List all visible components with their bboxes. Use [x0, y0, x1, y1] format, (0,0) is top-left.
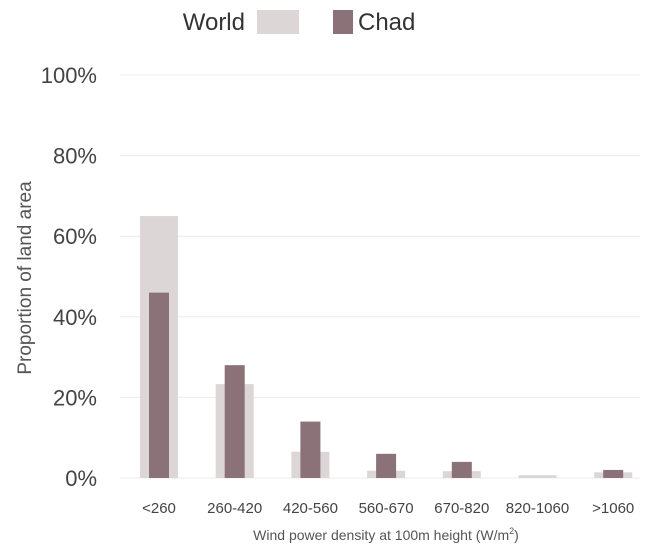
y-axis-ticks: 0% 20% 40% 60% 80% 100% [41, 63, 97, 491]
y-tick-label: 80% [53, 144, 97, 169]
x-tick-label: 560-670 [359, 500, 414, 517]
x-tick-label: 260-420 [207, 500, 262, 517]
x-axis-label-main: Wind power density at 100m height (W/m [253, 527, 509, 543]
bar-world [518, 475, 557, 478]
y-tick-label: 100% [41, 63, 97, 88]
bar-chad [300, 421, 321, 478]
y-tick-label: 60% [53, 224, 97, 249]
x-tick-label: 670-820 [434, 500, 489, 517]
y-tick-label: 40% [53, 305, 97, 330]
bar-chad [224, 365, 245, 478]
x-axis-label-end: ) [514, 527, 519, 543]
legend-swatch-world [257, 10, 299, 34]
x-tick-label: 420-560 [283, 500, 338, 517]
legend: World Chad [183, 9, 416, 36]
x-axis-label: Wind power density at 100m height (W/m2) [253, 526, 519, 543]
x-tick-label: <260 [142, 500, 176, 517]
y-tick-label: 20% [53, 385, 97, 410]
legend-swatch-chad [333, 10, 353, 34]
legend-label-chad: Chad [358, 9, 415, 36]
x-axis-ticks: <260 260-420 420-560 560-670 670-820 820-1060… [142, 500, 634, 517]
bar-chad [603, 469, 624, 478]
bar-chad [451, 461, 472, 478]
x-tick-label: >1060 [592, 500, 634, 517]
bar-chad [149, 292, 169, 478]
x-axis-label-superscript: 2 [509, 526, 514, 536]
bar-chad [376, 453, 397, 478]
legend-label-world: World [183, 9, 245, 36]
bars [140, 216, 633, 479]
x-tick-label: 820-1060 [506, 500, 569, 517]
gridlines [120, 74, 640, 479]
y-axis-label: Proportion of land area [15, 181, 36, 375]
y-tick-label: 0% [65, 466, 97, 491]
